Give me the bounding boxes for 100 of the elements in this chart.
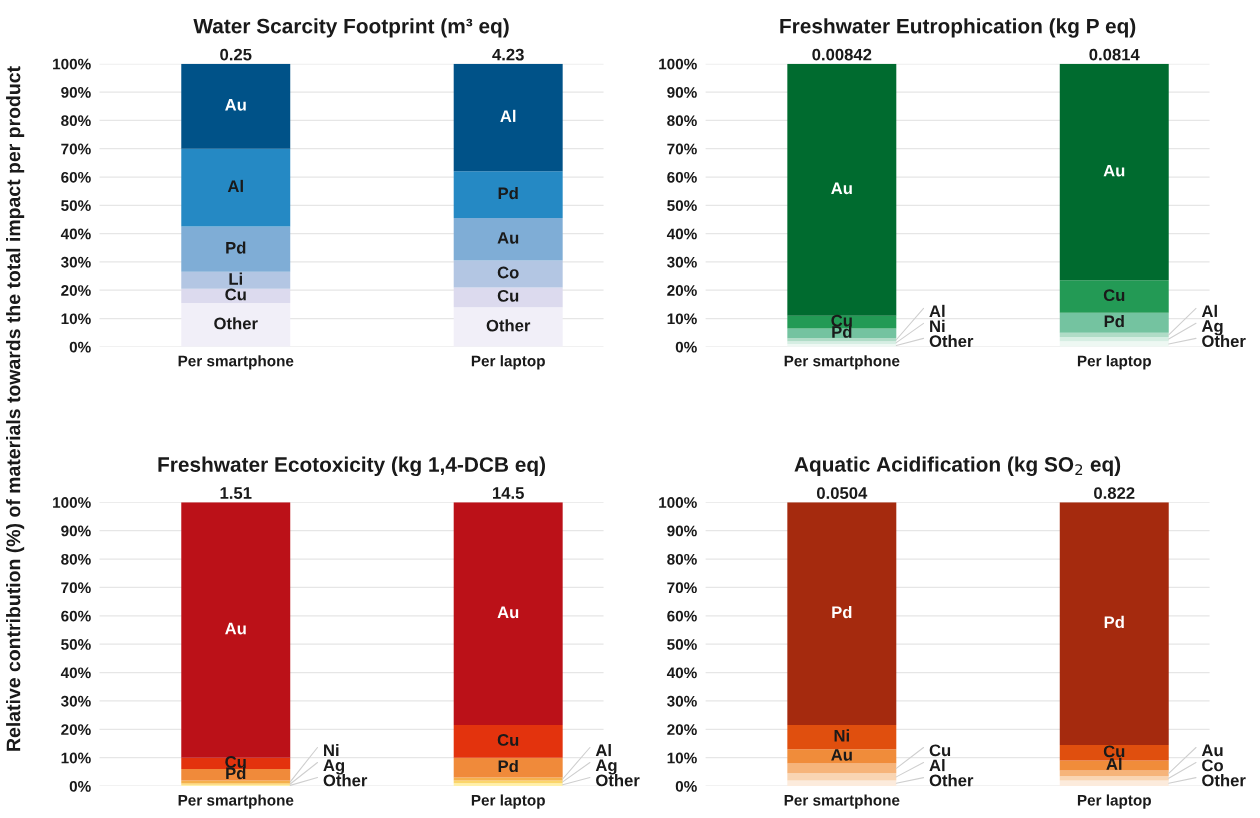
y-tick-label: 70% [667,582,697,594]
data-label: Other [929,334,974,348]
y-tick-label: 90% [61,86,91,98]
annotation: 14.5 [493,487,524,499]
y-tick-label: 60% [667,610,697,622]
data-label: Cu [225,288,246,301]
y-tick-label: 70% [667,143,697,155]
data-label: Au [497,606,519,619]
bar [181,226,291,272]
data-label: Ag [595,759,617,775]
chart-title: Water Scarcity Footprint (m³ eq) [193,18,509,38]
annotation: 0.00842 [812,48,872,61]
x-tick-label: Per smartphone [784,794,900,809]
bar [1059,780,1169,787]
y-tick-label: 20% [61,285,91,296]
y-tick-label: 30% [60,695,91,707]
data-label: Other [596,774,640,787]
bar [787,63,897,316]
x-tick-label: Per laptop [1077,794,1151,809]
bar [787,780,897,787]
data-label: Au [225,99,246,111]
bar [1059,502,1169,745]
y-tick-label: 60% [61,610,91,622]
bar [1059,770,1169,777]
y-tick-label: 20% [667,285,697,296]
bar [453,757,563,778]
annotation: 0.25 [220,48,252,61]
y-tick-label: 90% [667,86,697,98]
y-tick-label: 10% [61,313,91,325]
y-tick-label: 0% [675,780,697,792]
data-label: Other [486,319,531,332]
data-label: Au [1201,744,1223,757]
data-label: Al [1106,757,1122,770]
data-label: Ni [834,729,849,742]
bar [453,63,563,172]
data-label: Pd [1104,615,1124,629]
data-label: Pd [498,186,518,200]
bar [787,749,897,764]
bar [1059,280,1169,313]
x-tick-label: Per smartphone [178,794,294,809]
bar [181,148,291,227]
y-tick-label: 20% [61,724,91,736]
bar [1059,332,1169,337]
x-tick-label: Per smartphone [784,355,900,370]
data-label: Al [595,743,611,757]
bar [1059,63,1169,281]
annotation: 0.0814 [1089,48,1140,61]
annotation: 4.23 [492,48,524,61]
data-label: Cu [929,744,951,757]
data-label: Cu [225,756,246,768]
y-tick-label: 40% [666,228,697,240]
data-label: Cu [1103,289,1125,302]
data-label: Cu [831,314,852,327]
data-label: Al [500,109,516,122]
bar [181,302,291,347]
x-tick-label: Per laptop [471,794,545,809]
y-tick-label: 70% [61,582,91,594]
y-tick-label: 90% [667,525,697,537]
data-label: Ni [930,319,945,332]
data-label: Other [323,774,368,787]
bar [787,502,897,726]
bar [453,171,563,219]
y-tick-label: 0% [675,341,697,353]
data-label: Au [831,749,852,761]
chart-title: Freshwater Ecotoxicity (kg 1,4-DCB eq) [158,456,546,477]
chart-title: Aquatic Acidification (kg SO$_{2}$ eq) [794,456,1121,476]
data-label: Other [1202,334,1246,348]
data-label: Au [1103,164,1125,177]
chart-title: Freshwater Eutrophication (kg P eq) [780,18,1136,38]
annotation: 1.51 [220,487,252,499]
y-tick-label: 10% [667,313,697,325]
bar [181,502,291,758]
x-tick-label: Per laptop [1077,355,1151,370]
y-tick-label: 50% [667,639,697,650]
data-label: Co [1202,759,1223,772]
bar [453,307,563,347]
bar [181,271,291,289]
bar [453,725,563,758]
bar [787,773,897,781]
data-label: Other [214,317,258,330]
y-tick-label: 100% [53,58,91,70]
y-tick-label: 70% [61,143,91,155]
y-tick-label: 10% [61,752,91,764]
data-label: Al [1201,304,1217,317]
y-tick-label: 40% [60,667,91,679]
data-label: Al [929,759,945,772]
data-label: Pd [1104,315,1124,328]
bar [1059,336,1169,342]
data-label: Pd [498,759,518,773]
data-label: Cu [497,734,519,746]
data-label: Ag [323,759,345,775]
y-tick-label: 30% [667,256,697,268]
bar [787,763,897,774]
data-label: Pd [832,325,852,338]
bar [181,63,291,149]
bar [787,725,897,750]
y-tick-label: 40% [666,667,697,679]
y-tick-label: 40% [60,228,91,240]
bar [1059,776,1169,781]
y-tick-label: 0% [69,780,91,792]
